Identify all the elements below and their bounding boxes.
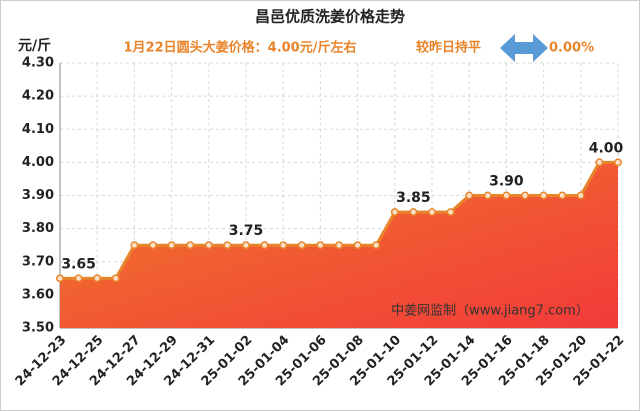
y-tick-label: 3.80 — [22, 221, 54, 236]
point — [558, 191, 567, 200]
point — [149, 241, 157, 250]
point — [186, 241, 195, 250]
point — [465, 191, 474, 200]
point — [390, 208, 399, 217]
change-value: 0.00% — [549, 41, 594, 56]
point — [502, 191, 511, 200]
point — [521, 191, 529, 200]
point — [297, 241, 306, 250]
point — [223, 241, 232, 250]
point — [316, 241, 325, 250]
y-tick-label: 4.00 — [22, 155, 54, 170]
point — [409, 208, 418, 217]
point — [428, 208, 436, 217]
point — [204, 241, 213, 250]
point — [614, 158, 622, 167]
point — [74, 274, 83, 283]
y-tick-label: 3.90 — [22, 188, 54, 203]
point — [483, 191, 492, 200]
point — [539, 191, 548, 200]
point — [335, 241, 343, 250]
point — [111, 274, 120, 283]
data-label: 4.00 — [589, 140, 624, 156]
point — [372, 241, 381, 250]
point — [56, 274, 64, 283]
change-text: 较昨日持平 — [416, 40, 481, 56]
data-label: 3.75 — [229, 223, 264, 239]
point — [260, 241, 269, 250]
watermark: 中姜网监制（www.jiang7.com） — [391, 304, 589, 319]
data-label: 3.65 — [61, 256, 96, 272]
point — [279, 241, 288, 250]
point — [93, 274, 102, 283]
y-tick-label: 3.70 — [22, 254, 54, 269]
flat-arrow-icon — [500, 34, 548, 62]
point — [595, 158, 604, 167]
y-tick-label: 3.60 — [22, 287, 54, 302]
y-axis-label: 元/斤 — [18, 37, 51, 54]
data-label: 3.85 — [396, 190, 431, 206]
point — [130, 241, 139, 250]
point — [446, 208, 455, 217]
y-tick-label: 4.30 — [22, 56, 54, 71]
chart-title: 昌邑优质洗姜价格走势 — [255, 8, 405, 26]
y-tick-label: 3.50 — [22, 321, 54, 336]
subtitle: 1月22日圆头大姜价格：4.00元/斤左右 — [124, 40, 357, 56]
point — [167, 241, 176, 250]
point — [576, 191, 585, 200]
point — [242, 241, 250, 250]
point — [353, 241, 362, 250]
data-label: 3.90 — [489, 174, 524, 190]
y-tick-label: 4.10 — [22, 122, 54, 137]
y-tick-label: 4.20 — [22, 89, 54, 104]
